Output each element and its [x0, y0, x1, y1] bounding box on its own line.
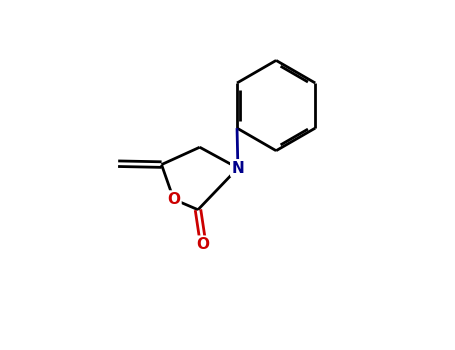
Text: O: O: [197, 237, 210, 252]
Text: O: O: [167, 192, 180, 207]
Text: N: N: [232, 161, 244, 176]
